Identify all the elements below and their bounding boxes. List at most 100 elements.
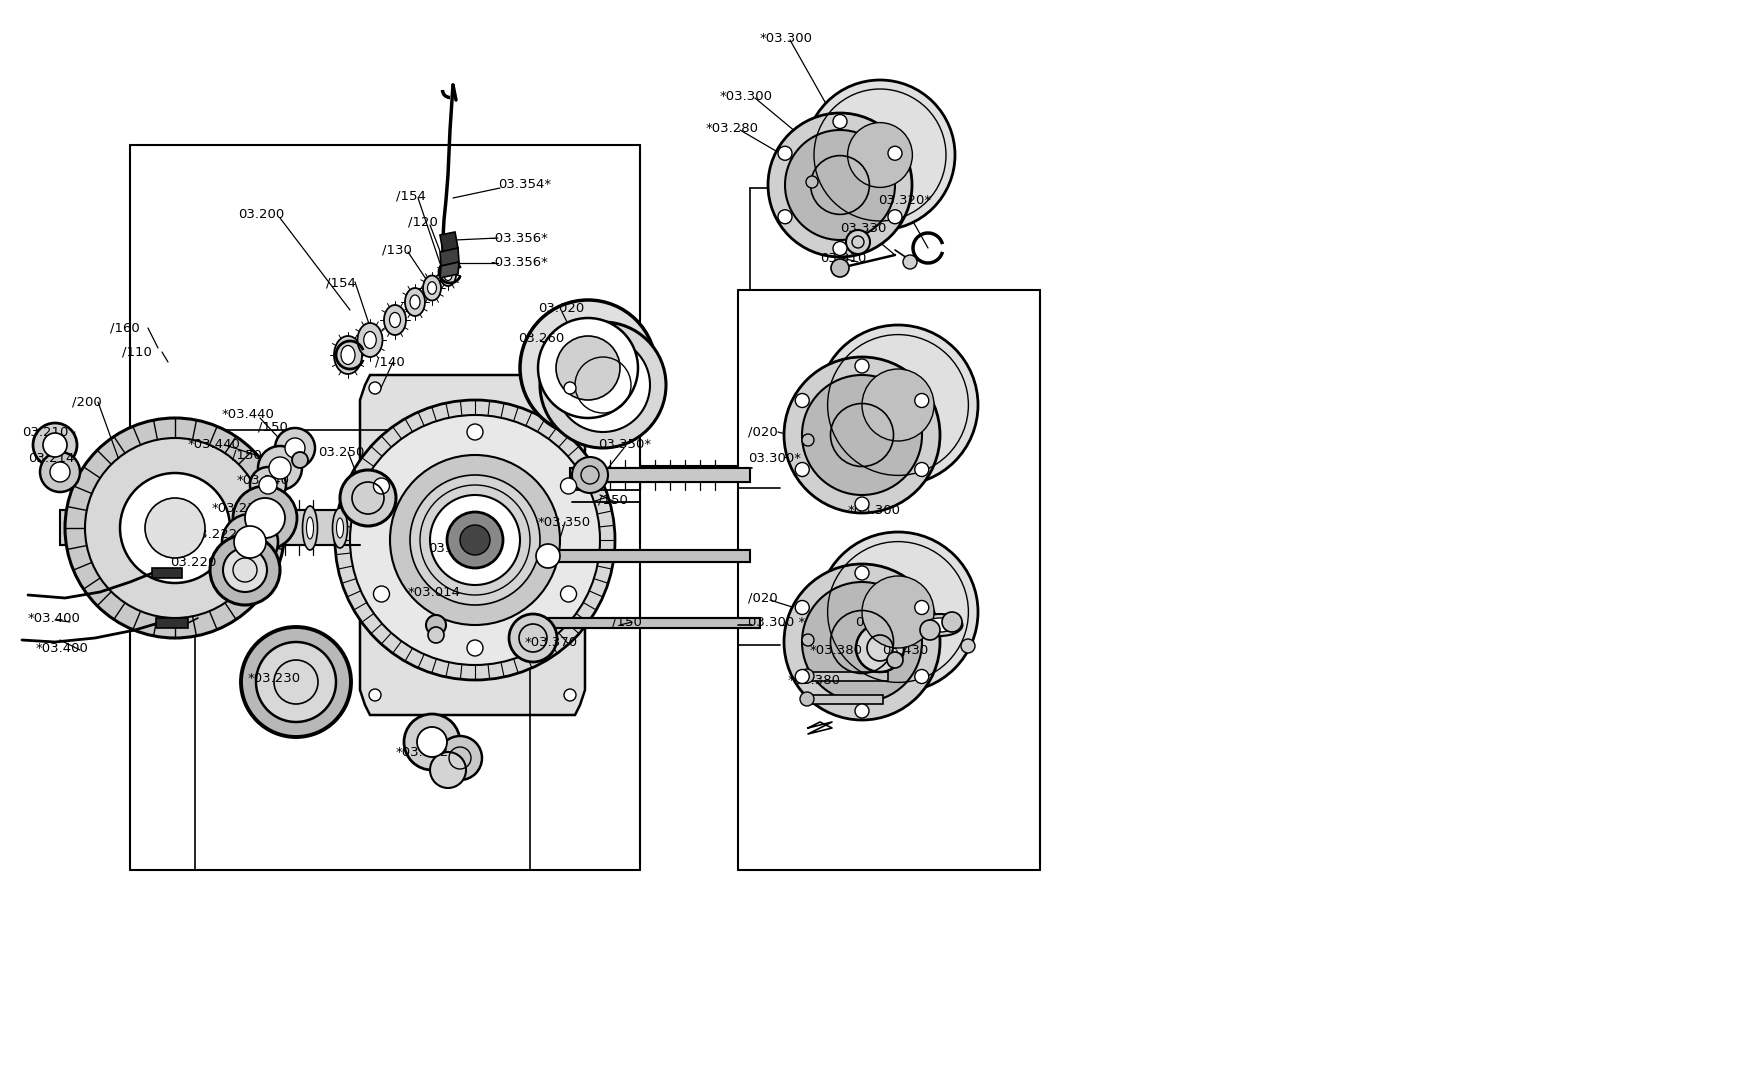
Circle shape [920, 620, 939, 640]
Ellipse shape [925, 618, 955, 632]
Text: -03.356*: -03.356* [490, 231, 548, 245]
Ellipse shape [341, 346, 355, 365]
Text: 03.310: 03.310 [819, 251, 866, 264]
Text: 03.320*: 03.320* [878, 194, 930, 207]
Ellipse shape [443, 270, 452, 280]
Ellipse shape [363, 332, 376, 349]
Text: 03.350*: 03.350* [598, 439, 650, 452]
Circle shape [915, 462, 929, 476]
Text: /160: /160 [110, 321, 139, 335]
Polygon shape [440, 232, 457, 253]
Circle shape [784, 357, 939, 513]
Circle shape [560, 586, 576, 602]
Ellipse shape [405, 288, 424, 316]
Text: 03.420: 03.420 [854, 615, 901, 628]
Circle shape [210, 535, 280, 605]
Text: *03.370: *03.370 [525, 636, 577, 648]
Circle shape [426, 615, 445, 635]
Circle shape [223, 514, 278, 570]
Circle shape [915, 670, 929, 684]
Text: 03.354*: 03.354* [497, 179, 551, 192]
Text: *03.352: *03.352 [396, 746, 449, 759]
Circle shape [250, 467, 285, 503]
Bar [570, 468, 750, 482]
Ellipse shape [440, 264, 456, 286]
Text: *03.222: *03.222 [184, 529, 238, 541]
Circle shape [563, 382, 576, 394]
Text: 03.210: 03.210 [23, 426, 68, 439]
Circle shape [854, 496, 868, 511]
Bar [548, 618, 760, 628]
Circle shape [259, 476, 277, 494]
Circle shape [223, 548, 266, 592]
Text: *03.300: *03.300 [760, 31, 812, 45]
Circle shape [350, 415, 600, 664]
Text: *03.300: *03.300 [720, 90, 772, 103]
Circle shape [270, 457, 290, 479]
Circle shape [854, 566, 868, 580]
Circle shape [887, 652, 903, 668]
Circle shape [374, 478, 390, 494]
Text: 03.430: 03.430 [882, 643, 927, 657]
Circle shape [960, 639, 974, 653]
Text: *03.280: *03.280 [706, 122, 758, 135]
Circle shape [795, 600, 809, 614]
Ellipse shape [390, 312, 400, 327]
Ellipse shape [303, 506, 316, 550]
Circle shape [428, 627, 443, 643]
Circle shape [539, 322, 666, 448]
Circle shape [233, 526, 266, 557]
Ellipse shape [263, 503, 277, 553]
Circle shape [915, 600, 929, 614]
Circle shape [390, 455, 560, 625]
Ellipse shape [356, 323, 383, 357]
Text: /120: /120 [407, 215, 438, 229]
Circle shape [50, 462, 70, 482]
Circle shape [887, 147, 901, 160]
Circle shape [556, 338, 650, 432]
Ellipse shape [336, 518, 343, 538]
Circle shape [369, 689, 381, 701]
Circle shape [417, 727, 447, 756]
Text: *03.380: *03.380 [810, 643, 863, 657]
Circle shape [903, 255, 916, 269]
Circle shape [777, 210, 791, 224]
Circle shape [459, 525, 490, 555]
Text: -03.356*: -03.356* [490, 257, 548, 270]
Circle shape [861, 576, 934, 648]
Ellipse shape [428, 281, 436, 294]
Circle shape [64, 418, 285, 638]
Circle shape [292, 452, 308, 468]
Circle shape [85, 438, 264, 618]
Text: /130: /130 [383, 244, 412, 257]
Circle shape [795, 670, 809, 684]
Ellipse shape [423, 275, 440, 301]
Circle shape [915, 394, 929, 408]
Circle shape [802, 635, 814, 646]
Circle shape [560, 478, 576, 494]
Text: *03.440: *03.440 [223, 409, 275, 422]
Circle shape [40, 452, 80, 492]
Text: *03.014: *03.014 [407, 585, 461, 598]
Circle shape [438, 736, 482, 780]
Circle shape [817, 325, 977, 485]
Circle shape [854, 704, 868, 718]
Circle shape [339, 470, 396, 526]
Circle shape [536, 544, 560, 568]
Circle shape [430, 495, 520, 585]
Ellipse shape [384, 305, 405, 335]
Text: 03.010: 03.010 [428, 541, 475, 554]
Text: *03.230: *03.230 [212, 502, 264, 515]
Circle shape [784, 129, 894, 240]
Circle shape [833, 242, 847, 256]
Text: *03.350: *03.350 [537, 516, 591, 529]
Circle shape [802, 374, 922, 495]
Circle shape [795, 462, 809, 476]
Bar [807, 696, 882, 704]
Circle shape [374, 586, 390, 602]
Text: 03.020: 03.020 [537, 302, 584, 315]
Text: 03.260: 03.260 [518, 332, 563, 345]
Bar [807, 672, 887, 681]
Circle shape [275, 428, 315, 468]
Polygon shape [360, 374, 584, 715]
